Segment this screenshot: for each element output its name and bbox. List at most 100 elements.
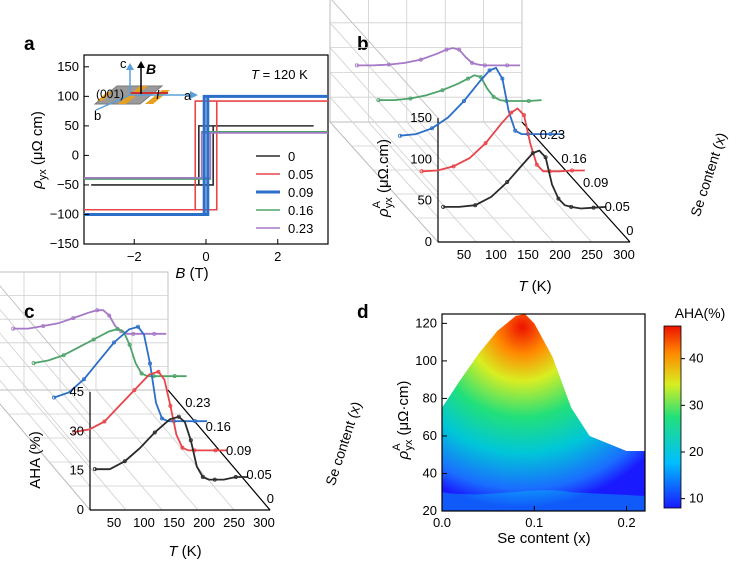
x-tick-label: 150 (163, 515, 185, 530)
x-tick-label: −2 (127, 249, 142, 264)
data-point (505, 180, 510, 185)
data-point (233, 475, 238, 480)
x-tick-label: 300 (613, 247, 635, 262)
c-axis-arrowhead (126, 63, 134, 70)
inset-plane-label: (001) (96, 87, 124, 101)
data-point (478, 74, 483, 79)
curve-series-0-16 (378, 74, 542, 102)
inset-current-label: I (156, 87, 160, 102)
loop-series-0-09 (84, 94, 328, 216)
x-tick-label: 150 (517, 247, 539, 262)
y-tick-label: 60 (423, 428, 437, 443)
data-point (418, 57, 423, 62)
y-tick-label: 150 (57, 59, 79, 74)
x-tick-label: 250 (581, 247, 603, 262)
x-tick-label: 200 (549, 247, 571, 262)
x-tick-label: 0.2 (618, 515, 636, 530)
data-point (469, 60, 474, 65)
data-point (135, 324, 140, 329)
colorbar-label: AHA(%) (675, 305, 726, 321)
floor-gridline (59, 389, 163, 511)
panel-b-axis-ticks: 50 100 150 200 250 300 0 50 100 150 0 0.05 0.09 0.16 0… (410, 110, 635, 262)
panel-d: d 0.0 0.1 0.2 20 40 60 80 100 120 Se content (x)… (357, 302, 725, 547)
depth-tick-label: 0.16 (206, 419, 231, 434)
b-axis-line (95, 94, 131, 111)
depth-tick-label: 0.05 (246, 467, 271, 482)
panel-a-xlabel: B (T) (175, 265, 208, 282)
y-tick-label: 50 (65, 118, 79, 133)
data-point (147, 361, 152, 366)
data-point (61, 353, 66, 358)
data-point (102, 419, 107, 424)
curve-series-0-05 (421, 107, 585, 173)
data-point (82, 377, 87, 382)
panel-b-ylabel: ρAyx (μΩ.cm) (371, 139, 395, 218)
y-tick-label: −100 (50, 206, 79, 221)
panel-c: c 50 100 150 200 250 300 0 15 30 45 0 0.05 0.09 0.16 0… (0, 271, 364, 560)
x-tick-label: 200 (193, 515, 215, 530)
floor-gridline (483, 121, 592, 243)
inset-a-label: a (184, 88, 192, 103)
data-point (192, 419, 197, 424)
data-point (408, 96, 413, 101)
data-point (131, 331, 136, 336)
x-tick-label: 50 (107, 515, 121, 530)
legend-label: 0 (288, 149, 295, 164)
data-point (92, 467, 97, 472)
depth-tick-label: 0.16 (561, 151, 586, 166)
panel-a-legend: 0 0.05 0.09 0.16 0.23 (256, 149, 313, 236)
floor-gridline (23, 389, 127, 511)
y-tick-label: 30 (70, 423, 84, 438)
data-point (107, 313, 112, 318)
data-point (457, 47, 462, 52)
panel-a: a −2 0 2 −150 −100 −50 0 50 100 150 T = 120 K c B… (24, 34, 329, 282)
data-point (487, 68, 492, 73)
data-point (440, 88, 445, 93)
curve-series-0-09 (53, 325, 207, 423)
data-point (461, 98, 466, 103)
data-point (180, 445, 185, 450)
panel-b-label: b (357, 34, 369, 55)
x-tick-label: 100 (485, 247, 507, 262)
floor-gridline (444, 121, 554, 243)
data-point (139, 371, 144, 376)
side-wall-gridline (0, 332, 91, 440)
panel-b-curves (354, 47, 607, 210)
depth-tick-label: 0.09 (226, 443, 251, 458)
legend-label: 0.05 (288, 167, 313, 182)
data-point (159, 416, 164, 421)
floor-gridline (406, 121, 516, 243)
x-tick-label: 0.0 (433, 515, 451, 530)
side-wall-gridline (0, 356, 91, 464)
loop-series-0 (91, 125, 314, 186)
depth-tick-label: 0 (626, 223, 633, 238)
panel-d-ylabel: ρAyx (μΩ·cm) (391, 381, 415, 461)
panel-a-label: a (24, 34, 35, 55)
sample-geometry-inset: c B (001) I a b (93, 56, 198, 123)
panel-c-axis-ticks: 50 100 150 200 250 300 0 15 30 45 0 0.05 0.09 0.16 0.2… (70, 384, 275, 530)
data-point (152, 430, 157, 435)
y-tick-label: 120 (415, 315, 437, 330)
data-point (41, 323, 46, 328)
data-point (522, 113, 527, 118)
data-point (543, 155, 548, 160)
panel-c-xlabel: T (K) (168, 543, 201, 560)
data-point (112, 340, 117, 345)
panel-d-label: d (357, 302, 369, 323)
data-point (212, 477, 217, 482)
x-tick-label: 50 (457, 247, 471, 262)
data-point (429, 126, 434, 131)
colorbar-tick-label: 10 (689, 491, 703, 506)
data-point (168, 403, 173, 408)
panel-b: b 50 100 150 200 250 300 0 50 100 150 0 0.05 0.09 0.1… (328, 0, 729, 295)
data-point (172, 374, 177, 379)
a-axis-arrowhead (190, 91, 198, 99)
data-point (473, 203, 478, 208)
y-tick-label: 100 (415, 353, 437, 368)
data-point (491, 94, 496, 99)
colorbar-tick-label: 40 (689, 351, 703, 366)
panel-a-ylabel: ρyx (μΩ cm) (29, 111, 49, 190)
panel-d-xlabel: Se content (x) (497, 530, 590, 547)
side-wall-gridline (329, 96, 439, 218)
